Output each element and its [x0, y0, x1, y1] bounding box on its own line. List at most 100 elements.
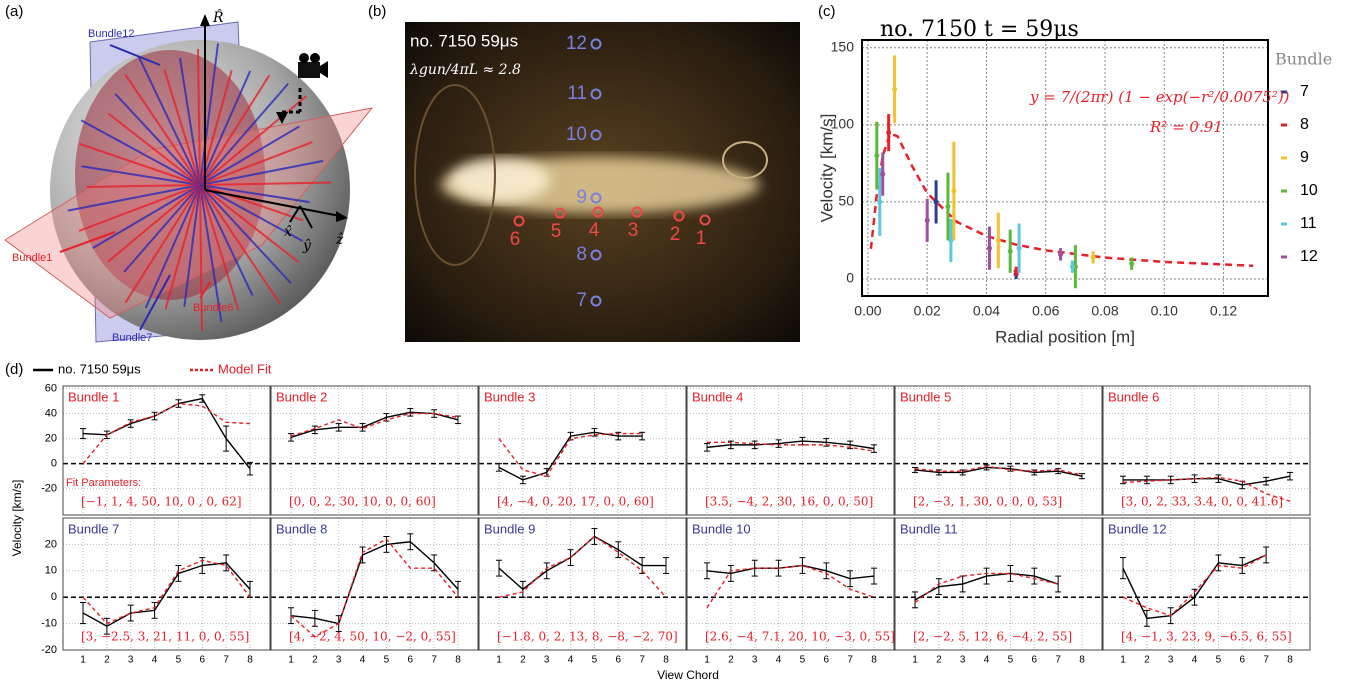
fit-line: [290, 538, 459, 638]
error-bar: [335, 423, 342, 432]
chord-label: 11: [567, 83, 587, 104]
panel-label: (a): [5, 3, 23, 20]
error-bar: [1215, 474, 1222, 483]
error-bar: [519, 580, 526, 598]
fit-line: [290, 412, 459, 437]
error-bar: [639, 431, 646, 441]
y-tick-label: -10: [41, 618, 57, 630]
chord-marker: [590, 192, 602, 204]
error-bar: [1007, 465, 1014, 472]
chord-marker: [699, 214, 711, 226]
subplot-title: Bundle 4: [692, 389, 743, 404]
subplot-title: Bundle 9: [484, 521, 535, 536]
y-tick-label: -20: [41, 483, 57, 495]
fit-r2: R² = 0.91: [1149, 118, 1223, 136]
subplot-frame: [270, 385, 479, 516]
x-tick-label: 6: [408, 655, 414, 666]
point: [1016, 245, 1022, 251]
x-axis-label: View Chord: [657, 668, 719, 682]
error-bar: [751, 559, 758, 577]
error-bar: [359, 423, 366, 432]
x-tick-label: 2: [728, 655, 734, 666]
y-tick-label: 0: [51, 591, 57, 603]
image-ratio: λgun/4πL ≈ 2.8: [409, 62, 521, 78]
chord-label: 9: [576, 187, 587, 208]
error-bar: [1120, 557, 1126, 580]
chord-label: 5: [551, 221, 562, 242]
error-bar: [591, 428, 598, 437]
point: [1013, 268, 1019, 274]
x-tick-label: 8: [1287, 655, 1293, 666]
x-tick-label: 7: [223, 655, 229, 666]
fit-line: [706, 564, 875, 609]
x-tick-label: 8: [663, 655, 669, 666]
error-bar: [223, 554, 230, 572]
error-bar: [871, 444, 877, 453]
x-tick-label: 5: [1008, 655, 1014, 666]
x-tick-label: 2: [312, 655, 318, 666]
error-bar: [151, 601, 158, 619]
x-tick-label: 0.00: [854, 303, 881, 319]
legend-label: 11: [1300, 215, 1317, 232]
point: [1007, 248, 1013, 254]
y-tick-label: 20: [45, 538, 57, 550]
error-bar: [751, 440, 758, 450]
error-bar: [935, 578, 942, 596]
image-title: no. 7150 59μs: [410, 31, 518, 50]
x-tick-label: 1: [912, 655, 918, 666]
subplot-frame: [686, 517, 895, 651]
fit-parameters: [3, −2.5, 3, 21, 11, 0, 0, 55]: [81, 630, 249, 644]
error-bar: [1143, 475, 1150, 485]
error-bar: [407, 533, 414, 551]
error-bar: [912, 591, 918, 609]
error-bar: [1055, 575, 1062, 593]
x-tick-label: 0.06: [1032, 303, 1059, 319]
chord-marker: [590, 249, 602, 261]
fit-parameters: [−1.8, 0, 2, 13, 8, −8, −2, 70]: [497, 630, 678, 644]
subplot-frame: [478, 385, 687, 516]
x-tick-label: 5: [176, 655, 182, 666]
error-bar: [1031, 567, 1038, 585]
x-tick-label: 5: [800, 655, 806, 666]
fit-line: [1122, 476, 1291, 502]
x-tick-label: 2: [936, 655, 942, 666]
x-tick-label: 4: [360, 655, 366, 666]
chord-label: 3: [628, 220, 639, 241]
subplot-frame: [686, 385, 895, 516]
x-tick-label: 0.02: [914, 303, 941, 319]
x-tick-label: 3: [1168, 655, 1174, 666]
x-tick-label: 4: [152, 655, 158, 666]
data-line: [290, 411, 459, 439]
x-tick-label: 4: [776, 655, 782, 666]
x-tick-label: 1: [496, 655, 502, 666]
fit-line: [82, 402, 251, 465]
legend-label: 12: [1300, 248, 1318, 265]
subplot-frame: [894, 517, 1103, 651]
error-bar: [496, 463, 502, 472]
point: [892, 86, 898, 92]
error-bar: [543, 562, 550, 580]
x-tick-label: 8: [1079, 655, 1085, 666]
x-tick-label: 4: [568, 655, 574, 666]
subplot-title: Bundle 11: [900, 521, 958, 536]
fit-line: [707, 441, 875, 452]
error-bar: [1007, 565, 1014, 582]
bundle-label: Bundle6: [193, 302, 233, 314]
error-bar: [127, 419, 134, 428]
fit-parameters: [3.5, −4, 2, 30, 16, 0, 0, 50]: [705, 495, 873, 509]
subplot-title: Bundle 1: [68, 389, 119, 404]
x-tick-label: 2: [520, 655, 526, 666]
error-bar: [847, 570, 854, 588]
fit-line: [914, 572, 1059, 604]
panel-label: (b): [368, 3, 386, 20]
error-bar: [1143, 609, 1150, 627]
legend-label: 7: [1300, 83, 1309, 100]
x-tick-label: 3: [128, 655, 134, 666]
x-tick-label: 3: [544, 655, 550, 666]
chord-marker: [590, 295, 602, 307]
y-tick-label: 10: [45, 565, 57, 577]
x-tick-label: 4: [984, 655, 990, 666]
point: [877, 199, 883, 205]
subplot-title: Bundle 3: [484, 389, 535, 404]
